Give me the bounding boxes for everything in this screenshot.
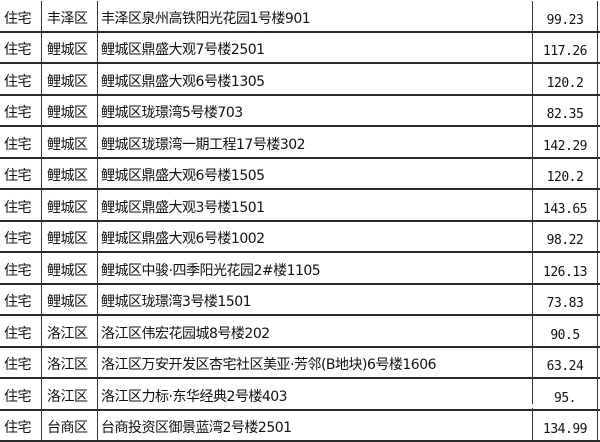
district-cell: 洛江区 xyxy=(41,379,97,409)
address-cell: 鲤城区鼎盛大观7号楼2501 xyxy=(97,33,532,63)
type-cell: 住宅 xyxy=(0,379,41,409)
type-cell: 住宅 xyxy=(0,348,41,378)
type-cell: 住宅 xyxy=(0,96,41,126)
address-cell: 鲤城区珑璟湾5号楼703 xyxy=(97,96,532,126)
address-cell: 鲤城区珑璟湾一期工程17号楼302 xyxy=(97,127,532,157)
address-cell: 鲤城区中骏·四季阳光花园2#楼1105 xyxy=(97,253,532,283)
district-cell: 丰泽区 xyxy=(41,1,97,31)
address-cell: 洛江区伟宏花园城8号楼202 xyxy=(97,316,532,346)
type-cell: 住宅 xyxy=(0,316,41,346)
area-cell: 142.29 xyxy=(532,127,598,157)
type-cell: 住宅 xyxy=(0,64,41,94)
area-cell: 143.65 xyxy=(532,190,598,220)
area-cell: 120.2 xyxy=(532,159,598,189)
area-cell: 90.5 xyxy=(532,316,598,346)
address-cell: 台商投资区御景蓝湾2号楼2501 xyxy=(97,411,532,441)
type-cell: 住宅 xyxy=(0,159,41,189)
type-cell: 住宅 xyxy=(0,285,41,315)
area-cell: 73.83 xyxy=(532,285,598,315)
area-cell: 126.13 xyxy=(532,253,598,283)
type-cell: 住宅 xyxy=(0,1,41,31)
type-cell: 住宅 xyxy=(0,411,41,441)
district-cell: 台商区 xyxy=(41,411,97,441)
district-cell: 鲤城区 xyxy=(41,222,97,252)
area-cell: 99.23 xyxy=(532,1,598,31)
district-cell: 洛江区 xyxy=(41,316,97,346)
address-cell: 鲤城区鼎盛大观6号楼1505 xyxy=(97,159,532,189)
area-cell: 117.26 xyxy=(532,33,598,63)
district-cell: 鲤城区 xyxy=(41,127,97,157)
type-cell: 住宅 xyxy=(0,33,41,63)
address-cell: 洛江区万安开发区杏宅社区美亚·芳邻(B地块)6号楼1606 xyxy=(97,348,532,378)
type-cell: 住宅 xyxy=(0,190,41,220)
area-cell: 63.24 xyxy=(532,348,598,378)
watermark-streak xyxy=(380,404,590,408)
address-cell: 鲤城区鼎盛大观6号楼1002 xyxy=(97,222,532,252)
type-cell: 住宅 xyxy=(0,222,41,252)
district-cell: 鲤城区 xyxy=(41,64,97,94)
address-cell: 丰泽区泉州高铁阳光花园1号楼901 xyxy=(97,1,532,31)
area-cell: 134.99 xyxy=(532,411,598,441)
area-cell: 98.22 xyxy=(532,222,598,252)
district-cell: 鲤城区 xyxy=(41,190,97,220)
district-cell: 鲤城区 xyxy=(41,33,97,63)
type-cell: 住宅 xyxy=(0,253,41,283)
district-cell: 鲤城区 xyxy=(41,253,97,283)
address-cell: 鲤城区珑璟湾3号楼1501 xyxy=(97,285,532,315)
address-cell: 鲤城区鼎盛大观6号楼1305 xyxy=(97,64,532,94)
district-cell: 鲤城区 xyxy=(41,159,97,189)
type-cell: 住宅 xyxy=(0,127,41,157)
area-cell: 120.2 xyxy=(532,64,598,94)
district-cell: 鲤城区 xyxy=(41,285,97,315)
district-cell: 鲤城区 xyxy=(41,96,97,126)
district-cell: 洛江区 xyxy=(41,348,97,378)
area-cell: 82.35 xyxy=(532,96,598,126)
address-cell: 鲤城区鼎盛大观3号楼1501 xyxy=(97,190,532,220)
